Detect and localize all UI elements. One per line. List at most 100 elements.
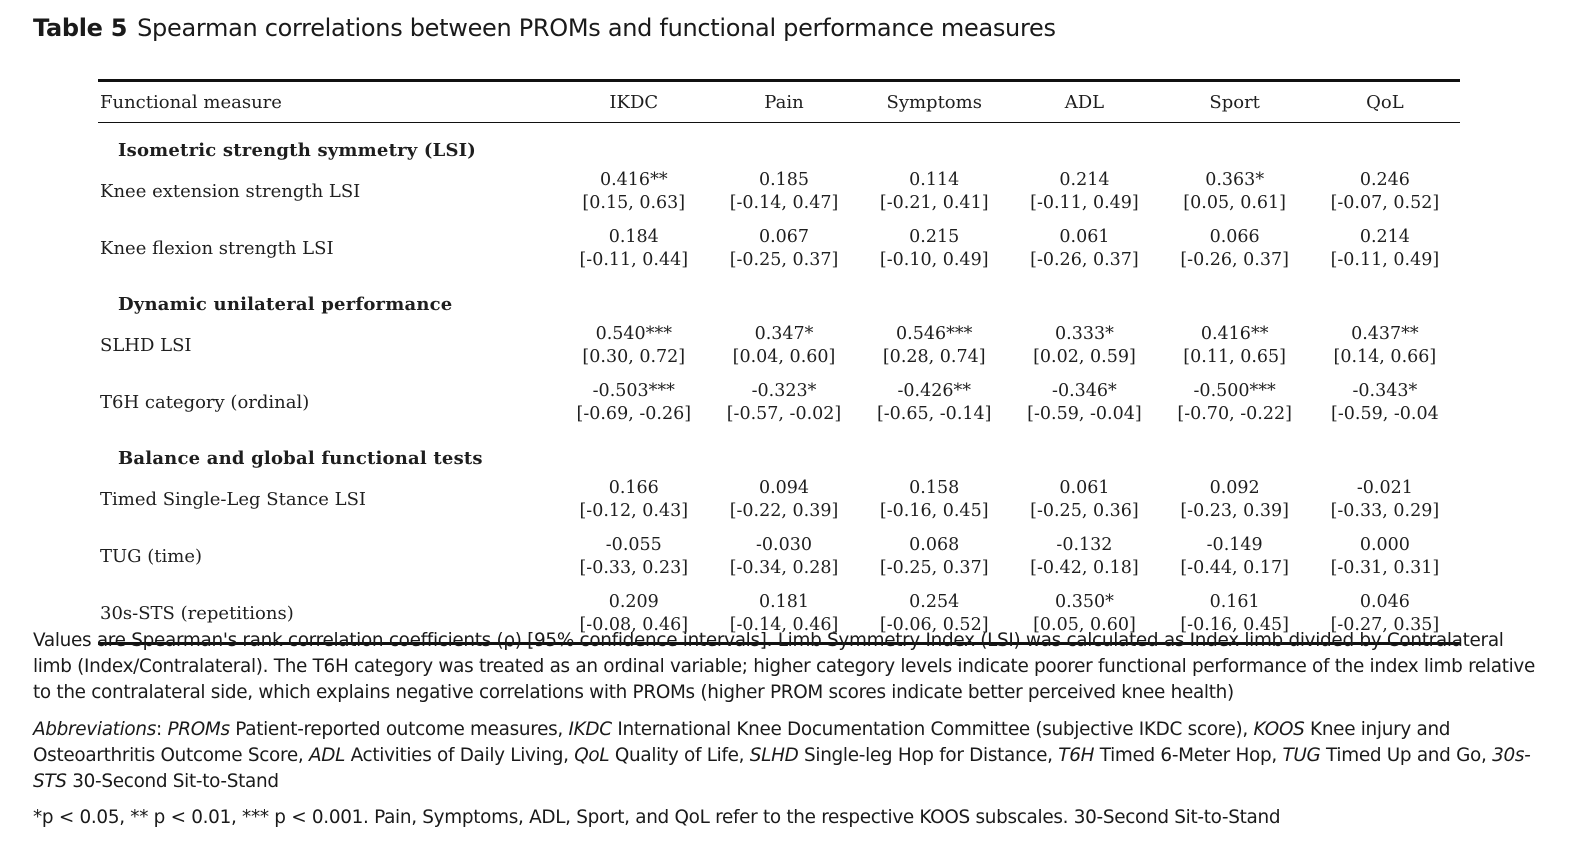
table-cell: 0.061 [-0.25, 0.36] xyxy=(1009,471,1159,528)
table-cell: -0.500*** [-0.70, -0.22] xyxy=(1160,374,1310,431)
table-note-abbreviations: Abbreviations: PROMs Patient-reported ou… xyxy=(33,719,1531,792)
table-cell: -0.021 [-0.33, 0.29] xyxy=(1310,471,1460,528)
table-cell: 0.158 [-0.16, 0.45] xyxy=(859,471,1009,528)
correlation-coefficient: 0.246 xyxy=(1359,169,1410,190)
abbreviation-definition: Timed Up and Go, xyxy=(1320,745,1493,766)
confidence-interval: [0.14, 0.66] xyxy=(1333,346,1437,367)
abbreviation-term: ADL xyxy=(308,745,346,766)
confidence-interval: [-0.25, 0.37] xyxy=(879,557,989,578)
table-cell: 0.246 [-0.07, 0.52] xyxy=(1310,163,1460,220)
table-cell: 0.181 [-0.14, 0.46] xyxy=(708,585,860,645)
confidence-interval: [-0.10, 0.49] xyxy=(879,249,989,270)
correlation-coefficient: 0.363* xyxy=(1205,169,1265,190)
confidence-interval: [0.30, 0.72] xyxy=(582,346,686,367)
table-cell: -0.055 [-0.33, 0.23] xyxy=(559,528,709,585)
table-cell: 0.067 [-0.25, 0.37] xyxy=(709,220,859,277)
abbreviation-term: T6H xyxy=(1058,745,1095,766)
correlation-table: Functional measure IKDC Pain Symptoms ADL Spo… xyxy=(98,79,1460,645)
table-cell: 0.114 [-0.21, 0.41] xyxy=(859,163,1009,220)
correlation-coefficient: -0.021 xyxy=(1356,477,1413,498)
correlation-coefficient: 0.184 xyxy=(608,226,659,247)
abbreviation-term: QoL xyxy=(574,745,610,766)
table-cell: -0.132 [-0.42, 0.18] xyxy=(1009,528,1159,585)
table-cell: 0.000 [-0.31, 0.31] xyxy=(1310,528,1460,585)
correlation-coefficient: 0.046 xyxy=(1359,591,1410,612)
section-row: Dynamic unilateral performance xyxy=(98,277,1460,317)
row-label: Knee flexion strength LSI xyxy=(100,238,334,259)
confidence-interval: [0.11, 0.65] xyxy=(1183,346,1287,367)
section-row: Isometric strength symmetry (LSI) xyxy=(98,123,1460,164)
abbreviation-definition: International Knee Documentation Committ… xyxy=(611,719,1254,740)
row-label: 30s-STS (repetitions) xyxy=(98,585,559,645)
table-cell: 0.066 [-0.26, 0.37] xyxy=(1160,220,1310,277)
correlation-coefficient: -0.503*** xyxy=(592,380,675,401)
abbreviation-definition: Quality of Life, xyxy=(609,745,750,766)
correlation-coefficient: -0.323* xyxy=(751,380,817,401)
correlation-coefficient: 0.215 xyxy=(909,226,960,247)
correlation-coefficient: -0.500*** xyxy=(1193,380,1276,401)
confidence-interval: [-0.21, 0.41] xyxy=(879,192,989,213)
table-row: Knee extension strength LSI 0.416** [0.15,… xyxy=(98,163,1460,220)
table-cell: 0.068 [-0.25, 0.37] xyxy=(859,528,1009,585)
table-cell: 0.416** [0.15, 0.63] xyxy=(559,163,709,220)
table-row: SLHD LSI 0.540*** [0.30, 0.72] 0.347* [0.04,… xyxy=(98,317,1460,374)
correlation-coefficient: 0.061 xyxy=(1059,226,1110,247)
confidence-interval: [-0.25, 0.37] xyxy=(729,249,839,270)
correlation-coefficient: 0.161 xyxy=(1209,591,1260,612)
table-cell: 0.094 [-0.22, 0.39] xyxy=(709,471,859,528)
correlation-coefficient: 0.092 xyxy=(1209,477,1260,498)
header-sport: Sport xyxy=(1159,79,1310,123)
table-label: Table 5 xyxy=(33,14,128,42)
abbreviation-definition: Timed 6-Meter Hop, xyxy=(1094,745,1283,766)
confidence-interval: [0.02, 0.59] xyxy=(1033,346,1136,367)
correlation-coefficient: -0.030 xyxy=(755,534,812,555)
correlation-coefficient: 0.158 xyxy=(909,477,960,498)
confidence-interval: [-0.16, 0.45] xyxy=(1180,614,1289,635)
table-cell: 0.416** [0.11, 0.65] xyxy=(1160,317,1310,374)
row-label: Knee extension strength LSI xyxy=(100,181,361,202)
confidence-interval: [-0.26, 0.37] xyxy=(1030,249,1139,270)
confidence-interval: [-0.59, -0.04 xyxy=(1331,403,1439,424)
abbreviation-term: TUG xyxy=(1282,745,1321,766)
abbreviation-term: KOOS xyxy=(1253,719,1305,740)
confidence-interval: [-0.34, 0.28] xyxy=(729,557,839,578)
table-caption: Table 5 Spearman correlations between PRO… xyxy=(33,14,1056,42)
table-row: T6H category (ordinal) -0.503*** [-0.69, -… xyxy=(98,374,1460,431)
row-label: SLHD LSI xyxy=(100,335,192,356)
correlation-coefficient: -0.343* xyxy=(1352,380,1418,401)
table-cell: 0.161 [-0.16, 0.45] xyxy=(1159,585,1310,645)
header-pain: Pain xyxy=(708,79,860,123)
table-cell: 0.209 [-0.08, 0.46] xyxy=(558,585,709,645)
table-cell: 0.347* [0.04, 0.60] xyxy=(709,317,859,374)
confidence-interval: [-0.33, 0.29] xyxy=(1330,500,1440,521)
correlation-coefficient: 0.061 xyxy=(1059,477,1110,498)
table-cell: -0.030 [-0.34, 0.28] xyxy=(709,528,859,585)
confidence-interval: [-0.11, 0.49] xyxy=(1030,192,1139,213)
header-adl: ADL xyxy=(1009,79,1160,123)
table-cell: 0.061 [-0.26, 0.37] xyxy=(1009,220,1159,277)
confidence-interval: [0.04, 0.60] xyxy=(732,346,836,367)
correlation-coefficient: -0.132 xyxy=(1056,534,1113,555)
header-functional-measure: Functional measure xyxy=(98,79,559,123)
header-symptoms: Symptoms xyxy=(859,79,1010,123)
table-cell: 0.333* [0.02, 0.59] xyxy=(1009,317,1159,374)
correlation-coefficient: 0.181 xyxy=(758,591,810,612)
correlation-coefficient: 0.094 xyxy=(758,477,810,498)
correlation-coefficient: -0.346* xyxy=(1052,380,1117,401)
row-label: T6H category (ordinal) xyxy=(100,392,310,413)
confidence-interval: [-0.12, 0.43] xyxy=(579,500,689,521)
section-title: Dynamic unilateral performance xyxy=(118,294,453,315)
correlation-coefficient: 0.068 xyxy=(909,534,960,555)
confidence-interval: [-0.08, 0.46] xyxy=(579,614,689,635)
correlation-coefficient: 0.214 xyxy=(1359,226,1410,247)
table-cell: 0.254 [-0.06, 0.52] xyxy=(859,585,1010,645)
abbreviation-term: 30s-STS xyxy=(33,745,1531,792)
correlation-coefficient: 0.540*** xyxy=(595,323,672,344)
table-row: 30s-STS (repetitions) 0.209 [-0.08, 0.46] 0… xyxy=(98,585,1460,645)
correlation-coefficient: 0.000 xyxy=(1359,534,1410,555)
section-title: Balance and global functional tests xyxy=(118,448,483,469)
confidence-interval: [-0.11, 0.49] xyxy=(1330,249,1440,270)
section-row: Balance and global functional tests xyxy=(98,431,1460,471)
table-cell: 0.363* [0.05, 0.61] xyxy=(1160,163,1310,220)
confidence-interval: [-0.25, 0.36] xyxy=(1030,500,1139,521)
